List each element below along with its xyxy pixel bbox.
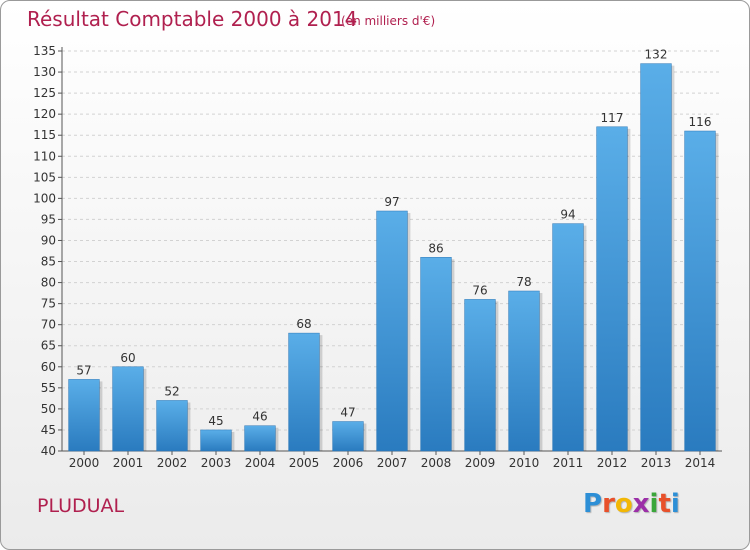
bar-shadow <box>715 133 719 451</box>
y-tick-label: 70 <box>41 318 56 332</box>
x-tick-label: 2008 <box>421 456 452 470</box>
logo-letter: o <box>614 489 633 519</box>
y-tick-label: 115 <box>33 128 56 142</box>
y-tick-label: 80 <box>41 276 56 290</box>
y-tick-label: 50 <box>41 402 56 416</box>
value-label: 132 <box>645 48 668 62</box>
y-tick-label: 110 <box>33 149 56 163</box>
logo-letter: i <box>670 489 680 519</box>
y-tick-label: 60 <box>41 360 56 374</box>
bar-shadow <box>627 128 631 451</box>
bar-shadow <box>495 301 499 451</box>
bar-2004 <box>244 425 276 452</box>
value-label: 76 <box>472 283 487 297</box>
bar-2012 <box>596 126 628 452</box>
value-label: 117 <box>601 111 624 125</box>
bar-2011 <box>552 223 584 452</box>
y-tick-label: 95 <box>41 212 56 226</box>
y-tick-label: 130 <box>33 65 56 79</box>
proxiti-logo: Proxiti <box>583 489 680 519</box>
bar-2006 <box>332 421 364 452</box>
chart-title: Résultat Comptable 2000 à 2014 <box>27 7 358 31</box>
bar-2000 <box>68 379 100 452</box>
y-tick-label: 100 <box>33 191 56 205</box>
logo-letter: r <box>602 489 615 519</box>
bars <box>68 63 719 452</box>
bar-shadow <box>231 431 235 451</box>
x-tick-label: 2005 <box>289 456 320 470</box>
x-tick-label: 2011 <box>553 456 584 470</box>
value-label: 46 <box>252 410 267 424</box>
x-tick-label: 2014 <box>685 456 716 470</box>
bar-2007 <box>376 210 408 452</box>
logo-letter: x <box>632 489 650 519</box>
logo-letter: i <box>649 489 659 519</box>
logo-letter: t <box>658 489 671 519</box>
y-tick-label: 55 <box>41 381 56 395</box>
bar-2010 <box>508 290 540 452</box>
bar-shadow <box>319 335 323 451</box>
bar-2003 <box>200 429 232 452</box>
logo-letter: P <box>583 489 603 519</box>
bar-2005 <box>288 332 320 452</box>
value-label: 86 <box>428 241 443 255</box>
x-tick-label: 2000 <box>69 456 100 470</box>
bar-shadow <box>407 213 411 451</box>
bar-shadow <box>275 427 279 451</box>
commune-name: PLUDUAL <box>37 495 125 517</box>
value-label: 78 <box>516 275 531 289</box>
y-tick-label: 125 <box>33 86 56 100</box>
value-label: 60 <box>120 351 135 365</box>
value-label: 94 <box>560 208 575 222</box>
bar-shadow <box>539 293 543 451</box>
y-tick-label: 45 <box>41 423 56 437</box>
x-tick-label: 2013 <box>641 456 672 470</box>
y-tick-label: 135 <box>33 44 56 58</box>
bar-2001 <box>112 366 144 452</box>
x-tick-label: 2001 <box>113 456 144 470</box>
chart-subtitle: (en milliers d'€) <box>341 14 436 28</box>
value-label: 57 <box>76 363 91 377</box>
bar-shadow <box>671 65 675 451</box>
x-tick-label: 2004 <box>245 456 276 470</box>
bar-2014 <box>684 130 716 452</box>
bar-2009 <box>464 299 496 452</box>
y-tick-label: 120 <box>33 107 56 121</box>
bar-2008 <box>420 257 452 452</box>
value-label: 68 <box>296 317 311 331</box>
bar-shadow <box>451 259 455 451</box>
x-tick-label: 2012 <box>597 456 628 470</box>
y-tick-label: 65 <box>41 339 56 353</box>
bar-shadow <box>143 368 147 451</box>
bar-shadow <box>583 225 587 451</box>
y-tick-label: 85 <box>41 255 56 269</box>
bar-shadow <box>187 402 191 451</box>
y-tick-label: 105 <box>33 170 56 184</box>
bar-2013 <box>640 63 672 452</box>
x-tick-label: 2009 <box>465 456 496 470</box>
value-label: 116 <box>689 115 712 129</box>
y-tick-label: 40 <box>41 444 56 458</box>
bar-2002 <box>156 400 188 452</box>
y-tick-label: 75 <box>41 297 56 311</box>
data-labels: 57 60 52 45 46 68 47 97 86 76 78 94 117 132 116 <box>76 48 711 428</box>
bar-shadow <box>363 423 367 451</box>
value-label: 47 <box>340 406 355 420</box>
x-tick-label: 2007 <box>377 456 408 470</box>
x-tick-label: 2002 <box>157 456 188 470</box>
value-label: 45 <box>208 414 223 428</box>
value-label: 97 <box>384 195 399 209</box>
x-tick-label: 2003 <box>201 456 232 470</box>
value-label: 52 <box>164 384 179 398</box>
y-tick-label: 90 <box>41 233 56 247</box>
x-tick-label: 2006 <box>333 456 364 470</box>
x-tick-label: 2010 <box>509 456 540 470</box>
bar-shadow <box>99 381 103 451</box>
